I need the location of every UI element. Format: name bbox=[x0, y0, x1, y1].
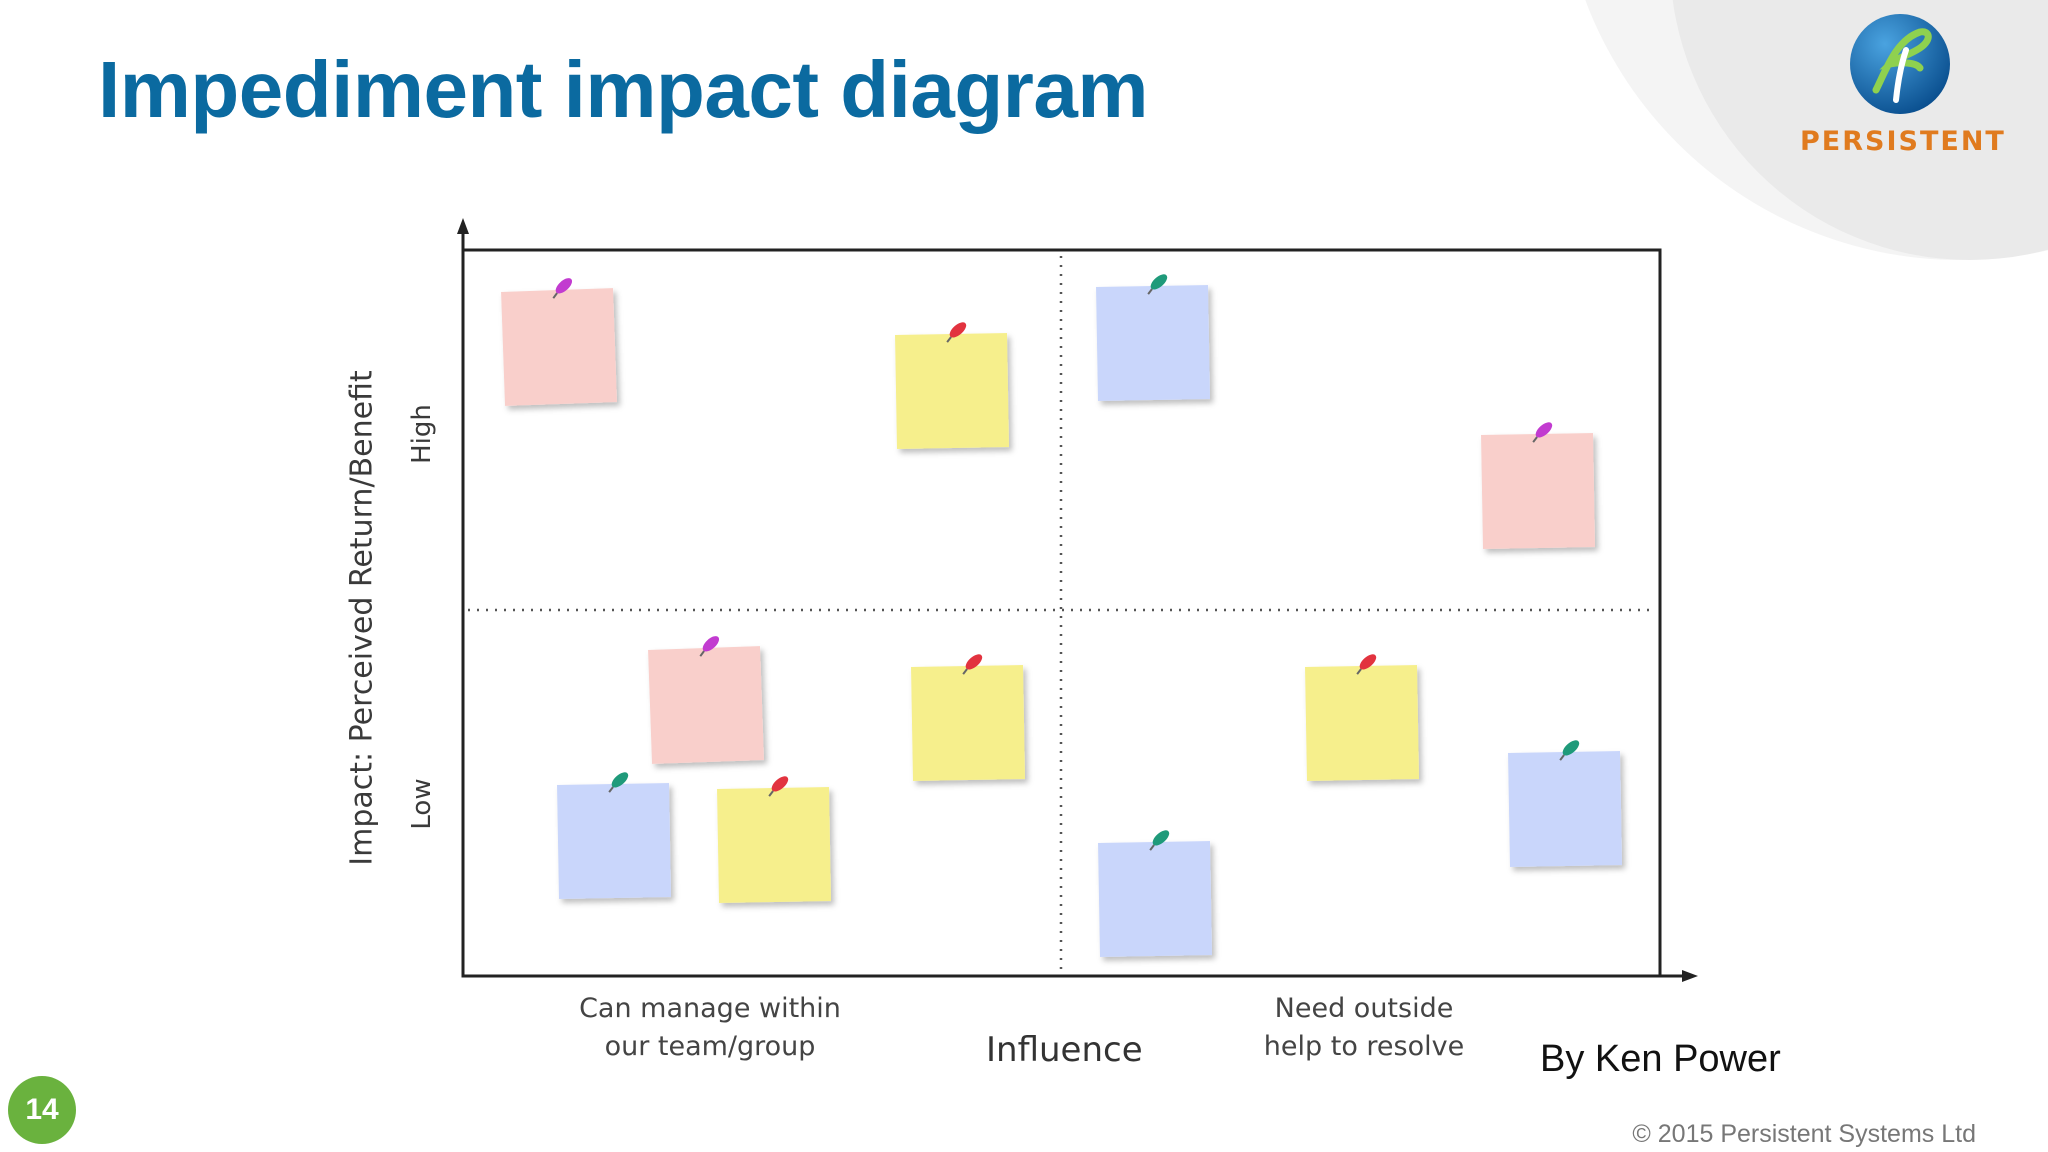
sticky-note-blue bbox=[1508, 740, 1622, 867]
x-right-label-line: Need outside bbox=[1274, 993, 1454, 1024]
sticky-note-pink bbox=[501, 278, 617, 406]
x-left-label: Can manage within our team/group bbox=[560, 990, 860, 1066]
sticky-note-yellow bbox=[717, 776, 831, 903]
copyright-text: © 2015 Persistent Systems Ltd bbox=[1632, 1120, 1976, 1148]
sticky-note-blue bbox=[1096, 274, 1210, 401]
y-axis-label: Impact: Perceived Return/Benefit bbox=[344, 370, 380, 866]
x-left-label-line: our team/group bbox=[604, 1031, 816, 1062]
x-left-label-line: Can manage within bbox=[579, 993, 841, 1024]
slide-title: Impediment impact diagram bbox=[98, 45, 1148, 134]
pushpin-icon bbox=[946, 322, 967, 343]
sticky-notes bbox=[501, 274, 1622, 957]
sticky-note-yellow bbox=[1305, 654, 1419, 781]
pushpin-icon bbox=[552, 278, 573, 299]
sticky-note-yellow bbox=[895, 322, 1009, 449]
x-right-label-line: help to resolve bbox=[1263, 1031, 1465, 1062]
page-number-badge: 14 bbox=[8, 1076, 76, 1144]
sticky-note-pink bbox=[648, 636, 764, 764]
sticky-note-blue bbox=[1098, 830, 1212, 957]
pushpin-icon bbox=[1149, 830, 1170, 851]
pushpin-icon bbox=[962, 654, 983, 675]
pushpin-icon bbox=[1532, 422, 1553, 443]
diagram-frame bbox=[461, 248, 1662, 978]
x-right-label: Need outside help to resolve bbox=[1214, 990, 1514, 1066]
y-high-label: High bbox=[407, 404, 437, 464]
pushpin-icon bbox=[768, 776, 789, 797]
pushpin-icon bbox=[699, 636, 720, 657]
persistent-logo-icon bbox=[1850, 14, 1950, 114]
logo-text: PERSISTENT bbox=[1800, 126, 2006, 157]
sticky-note-yellow bbox=[911, 654, 1025, 781]
pushpin-icon bbox=[1356, 654, 1377, 675]
author-credit: By Ken Power bbox=[1540, 1038, 1781, 1080]
pushpin-icon bbox=[1559, 740, 1580, 761]
pushpin-icon bbox=[1147, 274, 1168, 295]
pushpin-icon bbox=[608, 772, 629, 793]
sticky-note-blue bbox=[557, 772, 671, 899]
company-logo: PERSISTENT bbox=[1800, 4, 2006, 164]
x-axis-label: Influence bbox=[986, 1030, 1143, 1070]
y-low-label: Low bbox=[407, 778, 437, 830]
sticky-note-pink bbox=[1481, 422, 1595, 549]
